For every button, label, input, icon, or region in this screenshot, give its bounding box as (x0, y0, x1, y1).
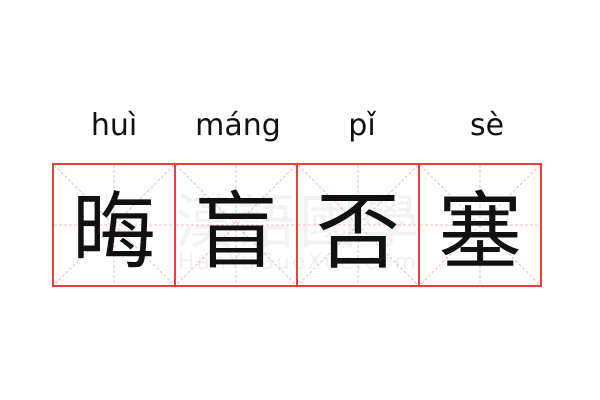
character: 盲 (193, 182, 278, 281)
character-cell: 塞 (418, 163, 542, 287)
character-cell: 否 (296, 163, 420, 287)
guide-line (420, 165, 540, 285)
guide-line (298, 165, 418, 285)
guide-line (54, 165, 174, 285)
character: 晦 (71, 182, 156, 281)
pinyin-2: máng (195, 108, 281, 143)
pinyin-1: huì (90, 108, 138, 143)
character-cell: 晦 (52, 163, 176, 287)
guide-line (176, 165, 296, 285)
guide-lines (298, 165, 418, 285)
guide-line (420, 165, 540, 285)
character: 否 (315, 182, 400, 281)
guide-lines (54, 165, 174, 285)
character-cell: 盲 (174, 163, 298, 287)
character-grid: 晦 盲 否 塞 (52, 163, 549, 287)
pinyin-4: sè (469, 108, 505, 143)
guide-lines (420, 165, 540, 285)
guide-line (54, 165, 174, 285)
guide-line (176, 165, 296, 285)
guide-lines (176, 165, 296, 285)
pinyin-3: pǐ (348, 108, 376, 143)
character: 塞 (437, 182, 522, 281)
guide-line (298, 165, 418, 285)
